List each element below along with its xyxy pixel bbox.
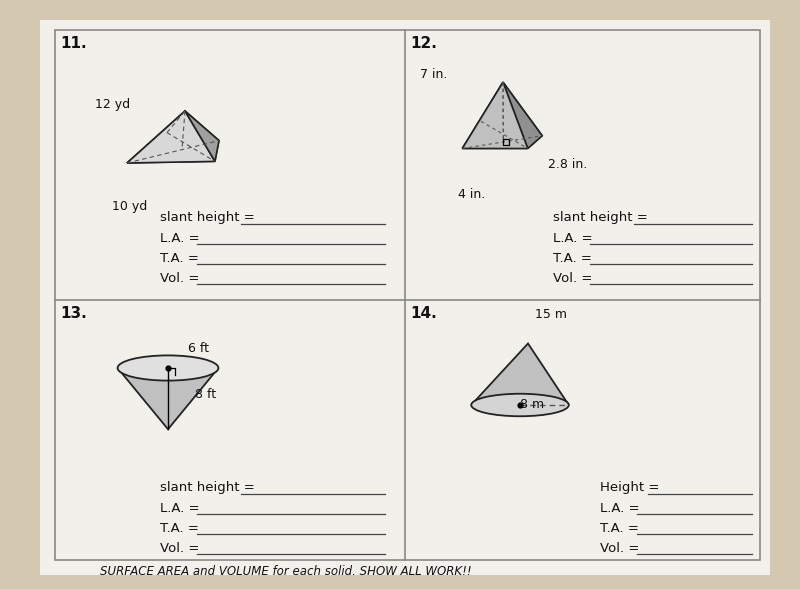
Text: SURFACE AREA and VOLUME for each solid. SHOW ALL WORK!!: SURFACE AREA and VOLUME for each solid. … bbox=[100, 565, 472, 578]
Text: 8 ft: 8 ft bbox=[195, 388, 216, 401]
Polygon shape bbox=[127, 111, 215, 163]
Ellipse shape bbox=[118, 355, 218, 380]
Text: slant height =: slant height = bbox=[160, 211, 254, 224]
Polygon shape bbox=[167, 111, 219, 141]
Text: T.A. =: T.A. = bbox=[553, 252, 592, 264]
Text: Vol. =: Vol. = bbox=[600, 541, 639, 554]
Polygon shape bbox=[471, 343, 569, 405]
Polygon shape bbox=[503, 82, 542, 148]
Text: 6 ft: 6 ft bbox=[188, 342, 209, 355]
Text: 2.8 in.: 2.8 in. bbox=[548, 158, 587, 171]
Polygon shape bbox=[118, 368, 218, 429]
Text: T.A. =: T.A. = bbox=[160, 521, 199, 534]
Text: L.A. =: L.A. = bbox=[160, 231, 200, 244]
Text: 8 m: 8 m bbox=[520, 398, 544, 411]
Text: 7 in.: 7 in. bbox=[420, 68, 447, 81]
Text: 15 m: 15 m bbox=[535, 308, 567, 321]
Text: T.A. =: T.A. = bbox=[600, 521, 639, 534]
Text: 14.: 14. bbox=[410, 306, 437, 321]
Polygon shape bbox=[127, 133, 219, 163]
Text: 11.: 11. bbox=[60, 36, 86, 51]
Text: 12 yd: 12 yd bbox=[95, 98, 130, 111]
Polygon shape bbox=[462, 82, 528, 148]
Text: 4 in.: 4 in. bbox=[458, 188, 486, 201]
Text: slant height =: slant height = bbox=[160, 481, 254, 495]
Text: T.A. =: T.A. = bbox=[160, 252, 199, 264]
Polygon shape bbox=[481, 82, 542, 135]
Text: L.A. =: L.A. = bbox=[553, 231, 593, 244]
Ellipse shape bbox=[471, 394, 569, 416]
Text: Vol. =: Vol. = bbox=[553, 272, 592, 284]
Polygon shape bbox=[462, 82, 503, 148]
Text: slant height =: slant height = bbox=[553, 211, 648, 224]
Text: Vol. =: Vol. = bbox=[160, 272, 199, 284]
Text: L.A. =: L.A. = bbox=[600, 501, 640, 515]
Polygon shape bbox=[185, 111, 219, 161]
Text: 10 yd: 10 yd bbox=[112, 200, 147, 213]
Polygon shape bbox=[127, 111, 185, 163]
Text: Height =: Height = bbox=[600, 481, 659, 495]
Text: Vol. =: Vol. = bbox=[160, 541, 199, 554]
Bar bbox=[55, 30, 760, 560]
Text: 12.: 12. bbox=[410, 36, 437, 51]
Polygon shape bbox=[462, 121, 542, 148]
Text: 13.: 13. bbox=[60, 306, 86, 321]
Text: L.A. =: L.A. = bbox=[160, 501, 200, 515]
